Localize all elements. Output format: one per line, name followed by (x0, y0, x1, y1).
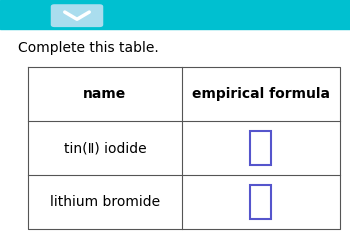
Text: lithium bromide: lithium bromide (50, 195, 160, 209)
Text: empirical formula: empirical formula (192, 87, 330, 101)
Text: name: name (83, 87, 127, 101)
Text: tin(Ⅱ) iodide: tin(Ⅱ) iodide (64, 141, 146, 155)
Text: Complete this table.: Complete this table. (18, 41, 158, 55)
FancyBboxPatch shape (51, 4, 103, 27)
Bar (0, 0, 350, 29)
